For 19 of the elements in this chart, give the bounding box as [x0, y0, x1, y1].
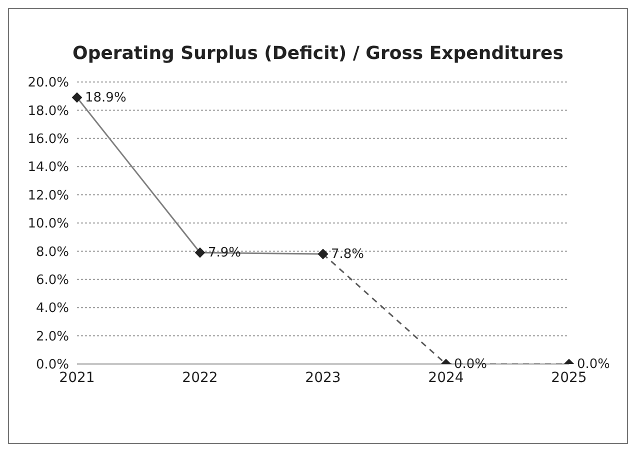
x-tick-label: 2024: [428, 370, 464, 386]
y-tick-label: 12.0%: [28, 188, 69, 204]
x-tick-label: 2025: [551, 370, 587, 386]
y-tick-label: 16.0%: [28, 132, 69, 148]
y-tick-label: 6.0%: [36, 273, 69, 288]
x-tick-label: 2023: [305, 370, 341, 386]
y-tick-label: 18.0%: [28, 104, 69, 119]
y-tick-label: 14.0%: [28, 160, 69, 176]
x-tick-label: 2022: [182, 370, 218, 386]
y-tick-label: 4.0%: [36, 301, 69, 316]
data-label: 0.0%: [577, 357, 610, 372]
y-tick-label: 2.0%: [36, 329, 69, 344]
data-label: 0.0%: [454, 357, 488, 372]
y-tick-label: 20.0%: [28, 76, 69, 91]
data-label: 7.8%: [331, 247, 364, 262]
chart-title: Operating Surplus (Deficit) / Gross Expenditures: [72, 43, 564, 64]
y-tick-label: 8.0%: [36, 244, 69, 260]
y-tick-label: 10.0%: [28, 216, 69, 232]
data-label: 18.9%: [85, 90, 126, 106]
